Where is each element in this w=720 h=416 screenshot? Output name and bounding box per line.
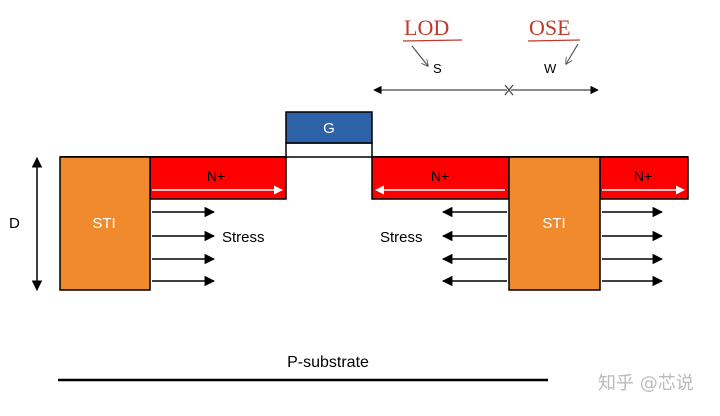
ose-annotation: OSE (529, 15, 571, 40)
gate-oxide (285, 142, 373, 158)
ose-pointer-arrow (566, 43, 579, 64)
gate-label: G (323, 120, 335, 137)
n-plus-label-left: N+ (207, 168, 225, 184)
spacing-label: S (433, 61, 442, 76)
depth-label: D (9, 215, 20, 232)
sti-label-right: STI (542, 215, 565, 232)
lod-underline (402, 39, 463, 42)
stress-arrows-mid (441, 206, 507, 287)
sti-label-left: STI (92, 215, 115, 232)
substrate-label: P-substrate (287, 354, 369, 371)
width-label: W (544, 61, 557, 76)
stress-label-right: Stress (380, 229, 423, 246)
watermark-text: 知乎 @芯说 (598, 373, 694, 394)
n-plus-region-mid (371, 156, 510, 200)
sti-block-left (59, 156, 151, 291)
dimension-cross-mark (504, 84, 514, 96)
sti-block-right (508, 156, 601, 291)
stress-label-left: Stress (222, 229, 265, 246)
n-plus-label-right: N+ (634, 168, 652, 184)
stress-arrows-right (602, 206, 664, 287)
n-plus-label-mid: N+ (431, 168, 449, 184)
ose-underline (527, 39, 581, 42)
gate-block (285, 111, 373, 144)
lod-annotation: LOD (404, 15, 449, 40)
lod-pointer-arrow (411, 45, 428, 66)
stress-arrows-left (152, 206, 216, 287)
